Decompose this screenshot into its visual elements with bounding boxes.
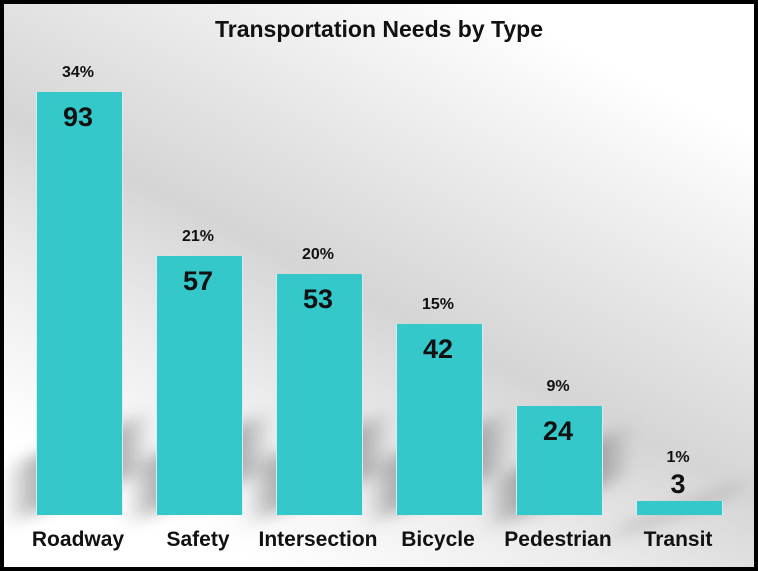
value-label: 3: [670, 469, 686, 499]
category-label-safety: Safety: [166, 528, 230, 551]
percent-label: 34%: [61, 64, 95, 81]
value-label: 24: [542, 416, 574, 446]
bar-intersection: [276, 274, 363, 515]
chart-title: Transportation Needs by Type: [214, 16, 544, 42]
bar-chart-plot-area: 93 34% Roadway 57 21% Safety 53 20% Intersection…: [4, 4, 754, 567]
category-label-bicycle: Bicycle: [401, 528, 475, 551]
category-label-pedestrian: Pedestrian: [504, 528, 612, 551]
value-label: 93: [62, 102, 94, 132]
bar-safety: [156, 256, 243, 515]
percent-label: 15%: [421, 296, 455, 313]
value-label: 42: [422, 334, 454, 364]
bar-bicycle: [396, 324, 483, 515]
bar-transit: [636, 501, 723, 515]
percent-label: 21%: [181, 228, 215, 245]
category-label-intersection: Intersection: [258, 528, 378, 551]
percent-label: 20%: [301, 246, 335, 263]
bar-roadway: [36, 92, 123, 515]
value-label: 53: [302, 284, 334, 314]
bar-pedestrian: [516, 406, 603, 515]
category-label-roadway: Roadway: [31, 528, 125, 551]
percent-label: 9%: [546, 378, 570, 395]
percent-label: 1%: [666, 449, 690, 466]
category-label-transit: Transit: [643, 528, 713, 551]
value-label: 57: [182, 266, 214, 296]
